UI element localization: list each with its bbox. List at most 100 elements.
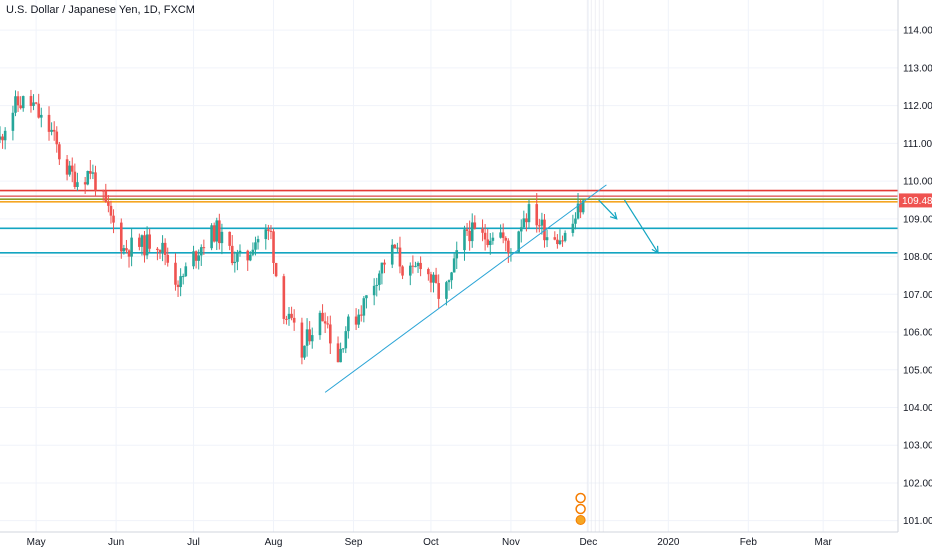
candle	[212, 222, 216, 243]
candle-body	[561, 240, 564, 242]
candle-body	[3, 130, 7, 141]
candle-body	[76, 182, 79, 187]
candle-body	[419, 262, 422, 270]
candlestick-series	[0, 89, 585, 365]
candle	[179, 268, 182, 297]
candle-body	[305, 329, 309, 346]
candle	[323, 312, 327, 334]
candle-body	[540, 219, 544, 226]
time-axis[interactable]: May Jun Jul Aug Sep Oct Nov Dec 2020 Feb Mar	[0, 531, 898, 548]
candle	[347, 314, 350, 339]
candle-body	[138, 237, 141, 247]
candle	[233, 251, 237, 273]
candle-body	[563, 232, 567, 241]
candle-body	[184, 266, 188, 277]
candle	[437, 274, 440, 309]
symbol-title: U.S. Dollar / Japanese Yen, 1D, FXCM	[6, 4, 195, 16]
candle-body	[481, 228, 484, 233]
candle	[380, 262, 384, 285]
candle-body	[65, 159, 69, 175]
candle-body	[233, 261, 237, 264]
candle-body	[318, 312, 322, 336]
candle-body	[246, 250, 250, 261]
candle	[199, 244, 203, 266]
candle	[326, 316, 330, 329]
candle-body	[230, 245, 234, 264]
candle	[161, 235, 164, 262]
candle-body	[197, 255, 200, 261]
price-axis[interactable]: 114.000 113.000 112.000 111.000 110.000 109.0…	[897, 0, 932, 532]
candle	[393, 243, 397, 249]
price-tick-label: 103.000	[903, 441, 932, 452]
candle	[86, 170, 90, 186]
events-badge[interactable]	[575, 492, 586, 525]
candle-body	[447, 280, 451, 283]
candle	[58, 141, 61, 165]
candle-body	[104, 191, 108, 202]
candle-body	[509, 252, 513, 254]
candle	[465, 222, 469, 236]
candle-body	[543, 219, 546, 241]
candle	[254, 236, 257, 256]
candle	[507, 238, 510, 263]
candle	[429, 271, 433, 293]
candle-body	[499, 232, 502, 238]
candle	[535, 193, 539, 233]
candle	[525, 213, 528, 232]
candle	[450, 271, 453, 289]
candle-body	[34, 102, 38, 104]
candle	[491, 232, 495, 245]
candle-body	[470, 222, 474, 242]
candle	[37, 93, 41, 119]
candle-body	[576, 203, 580, 219]
candle-body	[455, 250, 459, 259]
candle-body	[192, 251, 195, 267]
candle-body	[21, 96, 25, 109]
candle	[194, 250, 198, 269]
candle-body	[501, 232, 505, 238]
candle-body	[16, 96, 20, 106]
candle	[468, 220, 471, 251]
candle-body	[14, 96, 17, 113]
candle	[55, 126, 59, 153]
candle	[292, 309, 296, 331]
candle-body	[450, 272, 453, 281]
candle-body	[416, 262, 420, 267]
candle-body	[310, 335, 314, 342]
last-price-label: 109.488	[902, 196, 932, 207]
candle-body	[143, 235, 146, 256]
candle-body	[29, 96, 33, 106]
candle-body	[408, 265, 412, 276]
candle-body	[362, 298, 366, 316]
candle-body	[140, 235, 144, 247]
candle-body	[517, 231, 520, 253]
candle-body	[491, 237, 495, 241]
candle	[488, 233, 492, 255]
candle	[109, 200, 113, 224]
candle-body	[228, 231, 231, 246]
candle	[220, 223, 224, 255]
candle-body	[249, 254, 252, 261]
candle-body	[122, 248, 126, 252]
candle-body	[375, 284, 379, 286]
candle-body	[341, 348, 345, 350]
candle	[230, 235, 234, 266]
candle	[236, 249, 239, 271]
candle-body	[119, 222, 123, 252]
candle	[21, 95, 25, 112]
candle-body	[174, 262, 177, 285]
candle-body	[344, 331, 348, 349]
candle	[416, 261, 420, 273]
arrow-head	[651, 245, 659, 254]
candle-body	[47, 114, 51, 132]
candle-body	[1, 136, 4, 141]
candle-body	[11, 112, 15, 131]
candle-body	[465, 229, 469, 231]
candle	[282, 273, 286, 325]
candle	[339, 342, 342, 363]
candle	[408, 262, 412, 286]
candle	[274, 262, 278, 278]
candle	[396, 242, 399, 252]
candle-body	[326, 323, 330, 325]
